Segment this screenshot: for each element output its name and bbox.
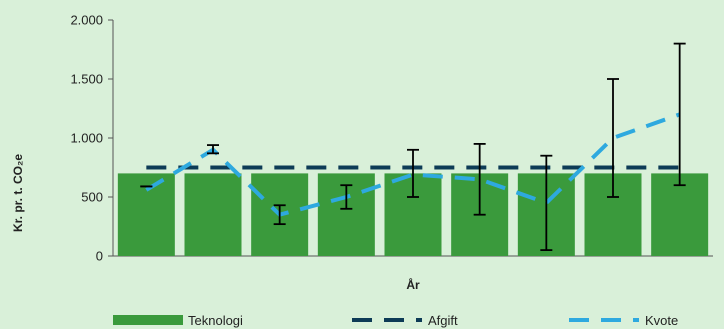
bar-teknologi xyxy=(184,173,242,256)
bar-teknologi xyxy=(651,173,709,256)
line-kvote xyxy=(145,112,681,217)
x-axis-label: År xyxy=(406,277,420,292)
y-axis-title: Kr. pr. t. CO₂e xyxy=(11,154,25,232)
y-axis-ticks: 0 500 1.000 1.500 2.000 xyxy=(70,13,113,264)
y-tick-label: 0 xyxy=(96,249,103,264)
legend-label: Kvote xyxy=(645,313,678,328)
y-axis-label: Kr. pr. t. CO₂e xyxy=(11,154,25,232)
y-tick-label: 1.000 xyxy=(70,131,103,146)
legend-item-kvote: Kvote xyxy=(569,313,678,328)
y-tick-label: 500 xyxy=(81,190,103,205)
legend: Teknologi Afgift Kvote xyxy=(113,313,678,328)
legend-swatch xyxy=(113,315,183,325)
bars xyxy=(117,173,709,256)
y-tick-label: 2.000 xyxy=(70,13,103,28)
legend-item-teknologi: Teknologi xyxy=(113,313,243,328)
y-tick-label: 1.500 xyxy=(70,72,103,87)
error-bars xyxy=(140,42,686,252)
legend-label: Teknologi xyxy=(188,313,243,328)
legend-item-afgift: Afgift xyxy=(352,313,458,328)
legend-label: Afgift xyxy=(428,313,458,328)
